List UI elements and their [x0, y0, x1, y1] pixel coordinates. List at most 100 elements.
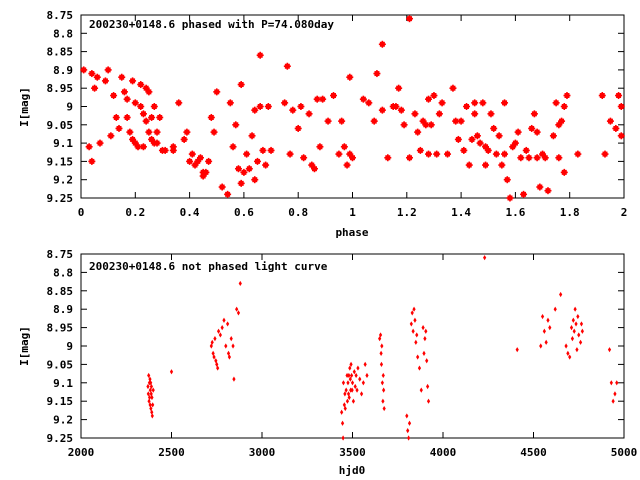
data-point	[229, 336, 233, 342]
data-point	[578, 339, 583, 345]
data-point	[416, 146, 424, 154]
data-point	[346, 73, 354, 81]
data-point	[253, 157, 261, 165]
data-point	[345, 398, 350, 404]
data-point	[558, 117, 566, 125]
x-tick-label: 1.8	[560, 206, 580, 219]
data-point	[574, 321, 578, 327]
y-tick-label: 9.25	[47, 432, 74, 445]
data-point	[574, 150, 582, 158]
data-point	[498, 161, 506, 169]
x-tick-label: 0	[78, 206, 85, 219]
data-point	[465, 161, 473, 169]
data-point	[413, 317, 417, 323]
data-point	[146, 383, 150, 390]
data-point	[148, 387, 152, 393]
bottom-y-axis-label: I[mag]	[18, 326, 31, 366]
data-point	[530, 110, 538, 118]
data-point	[210, 339, 214, 345]
data-point	[214, 358, 218, 364]
top-plot-title: 200230+0148.6 phased with P=74.080day	[89, 18, 334, 31]
y-tick-label: 8.95	[47, 322, 74, 335]
data-point	[146, 391, 150, 397]
data-point	[319, 95, 327, 103]
data-point	[347, 394, 351, 401]
data-point	[541, 154, 549, 162]
data-point	[232, 376, 236, 382]
data-point	[365, 99, 373, 107]
data-point	[542, 328, 546, 334]
data-point	[381, 372, 385, 379]
data-point	[577, 332, 581, 338]
data-point	[358, 376, 362, 382]
data-point	[93, 73, 101, 81]
y-tick-label: 8.9	[53, 303, 73, 316]
data-point	[444, 150, 452, 158]
data-point	[226, 99, 234, 107]
data-point	[571, 317, 575, 323]
data-point	[346, 380, 350, 386]
data-point	[348, 365, 352, 371]
data-point	[415, 332, 419, 338]
data-point	[183, 128, 191, 136]
data-point	[324, 117, 332, 125]
data-point	[416, 354, 420, 360]
data-point	[343, 405, 347, 412]
bottom-data-points	[146, 255, 619, 441]
data-point	[548, 325, 552, 331]
data-point	[378, 336, 382, 342]
data-point	[425, 95, 433, 103]
data-point	[256, 103, 264, 110]
data-point	[370, 117, 378, 125]
data-point	[606, 117, 614, 125]
data-point	[300, 154, 308, 162]
y-tick-label: 9.05	[47, 358, 74, 371]
data-point	[235, 306, 239, 312]
y-tick-label: 8.85	[47, 285, 74, 298]
data-point	[423, 336, 427, 342]
data-point	[615, 92, 623, 100]
data-point	[540, 313, 545, 320]
y-tick-label: 8.75	[47, 248, 74, 261]
data-point	[575, 347, 579, 353]
data-point	[549, 132, 557, 140]
data-point	[539, 150, 547, 158]
data-point	[259, 146, 267, 154]
data-point	[340, 420, 345, 426]
data-point	[356, 365, 360, 371]
data-point	[226, 350, 231, 356]
data-point	[118, 73, 126, 81]
data-point	[218, 183, 226, 191]
data-point	[310, 165, 318, 173]
data-point	[80, 66, 88, 74]
data-point	[410, 310, 414, 316]
data-point	[335, 150, 343, 158]
data-point	[427, 121, 435, 129]
x-tick-label: 3500	[339, 446, 366, 459]
data-point	[579, 321, 584, 327]
data-point	[378, 106, 386, 114]
data-point	[286, 150, 294, 158]
data-point	[354, 372, 358, 379]
data-point	[359, 95, 367, 103]
top-plot-frame	[80, 14, 625, 199]
data-point	[216, 328, 221, 334]
x-tick-label: 0.8	[288, 206, 308, 219]
data-point	[350, 380, 355, 386]
data-point	[341, 435, 345, 441]
data-point	[573, 306, 577, 312]
data-point	[264, 103, 272, 110]
data-point	[243, 150, 251, 158]
data-point	[380, 380, 384, 386]
data-point	[188, 150, 196, 158]
data-point	[533, 154, 541, 162]
y-tick-label: 8.9	[53, 64, 73, 77]
data-point	[454, 135, 462, 143]
data-point	[150, 413, 154, 419]
y-tick-label: 9.1	[53, 137, 73, 150]
data-point	[229, 143, 237, 151]
data-point	[129, 135, 137, 143]
y-tick-label: 9.15	[47, 395, 74, 408]
data-point	[145, 88, 153, 96]
